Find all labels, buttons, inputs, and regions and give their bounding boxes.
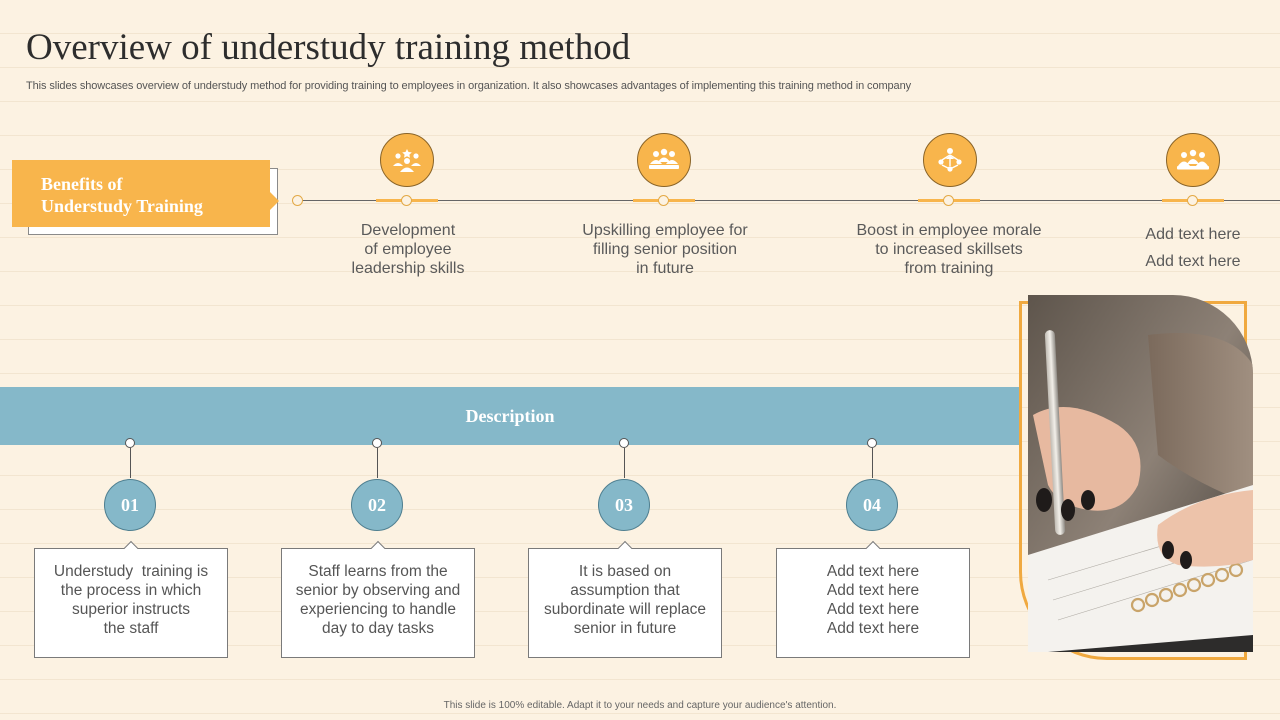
benefits-label-line1: Benefits of — [41, 174, 123, 194]
pin-line — [872, 448, 873, 478]
step-number-1: 01 — [104, 479, 156, 531]
team-network-icon — [923, 133, 977, 187]
benefit-line: leadership skills — [351, 260, 465, 277]
pin-dot — [125, 438, 135, 448]
description-line: Understudy training is — [53, 563, 209, 580]
description-line: superior instructs — [71, 601, 190, 618]
timeline-dot — [943, 195, 954, 206]
step-number-4: 04 — [846, 479, 898, 531]
description-line: senior by observing and — [295, 582, 461, 599]
description-line: subordinate will replace — [544, 601, 706, 618]
description-line: day to day tasks — [321, 620, 434, 637]
description-band: Description — [0, 387, 1020, 445]
timeline-dot — [658, 195, 669, 206]
benefit-text-1: Development of employee leadership skill… — [318, 221, 498, 278]
benefit-line: in future — [636, 260, 694, 277]
benefit-text-2: Upskilling employee for filling senior p… — [555, 221, 775, 278]
description-box-1: Understudy training is the process in wh… — [34, 548, 228, 658]
description-line: Staff learns from the — [308, 563, 448, 580]
timeline-dot — [401, 195, 412, 206]
description-line: the staff — [103, 620, 159, 637]
description-line: experiencing to handle — [300, 601, 456, 618]
benefits-arrow — [270, 192, 279, 210]
benefit-text-4: Add text here Add text here — [1113, 221, 1273, 275]
footer-note: This slide is 100% editable. Adapt it to… — [443, 700, 837, 711]
pin-line — [624, 448, 625, 478]
benefit-line: from training — [904, 260, 994, 277]
benefit-line: to increased skillsets — [875, 241, 1023, 258]
step-number-3: 03 — [598, 479, 650, 531]
benefits-label-box: Benefits of Understudy Training — [12, 160, 270, 227]
step-number-2: 02 — [351, 479, 403, 531]
pin-dot — [372, 438, 382, 448]
benefit-line: Upskilling employee for — [582, 222, 748, 239]
benefits-label-line2: Understudy Training — [41, 196, 203, 216]
pin-line — [377, 448, 378, 478]
description-box-2: Staff learns from the senior by observin… — [281, 548, 475, 658]
pin-line — [130, 448, 131, 478]
description-line: Add text here — [826, 620, 920, 637]
timeline-start-dot — [292, 195, 303, 206]
description-line: senior in future — [573, 620, 677, 637]
page-title: Overview of understudy training method — [26, 27, 631, 68]
benefit-line: Add text here — [1145, 226, 1241, 243]
pin-dot — [619, 438, 629, 448]
description-line: the process in which — [60, 582, 202, 599]
description-line: assumption that — [570, 582, 680, 599]
benefit-line: of employee — [364, 241, 452, 258]
benefit-text-3: Boost in employee morale to increased sk… — [838, 221, 1060, 278]
writing-hands-photo — [1028, 295, 1253, 652]
description-line: It is based on — [578, 563, 672, 580]
benefit-line: Add text here — [1145, 253, 1241, 270]
description-line: Add text here — [826, 582, 920, 599]
pin-dot — [867, 438, 877, 448]
team-leader-icon — [380, 133, 434, 187]
group-icon — [1166, 133, 1220, 187]
group-meeting-icon — [637, 133, 691, 187]
page-subtitle: This slides showcases overview of unders… — [26, 80, 911, 92]
benefit-line: Development — [360, 222, 456, 239]
benefits-timeline — [297, 200, 1280, 201]
description-line: Add text here — [826, 601, 920, 618]
description-box-3: It is based on assumption that subordina… — [528, 548, 722, 658]
description-box-4: Add text here Add text here Add text her… — [776, 548, 970, 658]
benefit-line: Boost in employee morale — [856, 222, 1042, 239]
timeline-dot — [1187, 195, 1198, 206]
description-label: Description — [465, 405, 555, 426]
benefit-line: filling senior position — [592, 241, 738, 258]
description-line: Add text here — [826, 563, 920, 580]
